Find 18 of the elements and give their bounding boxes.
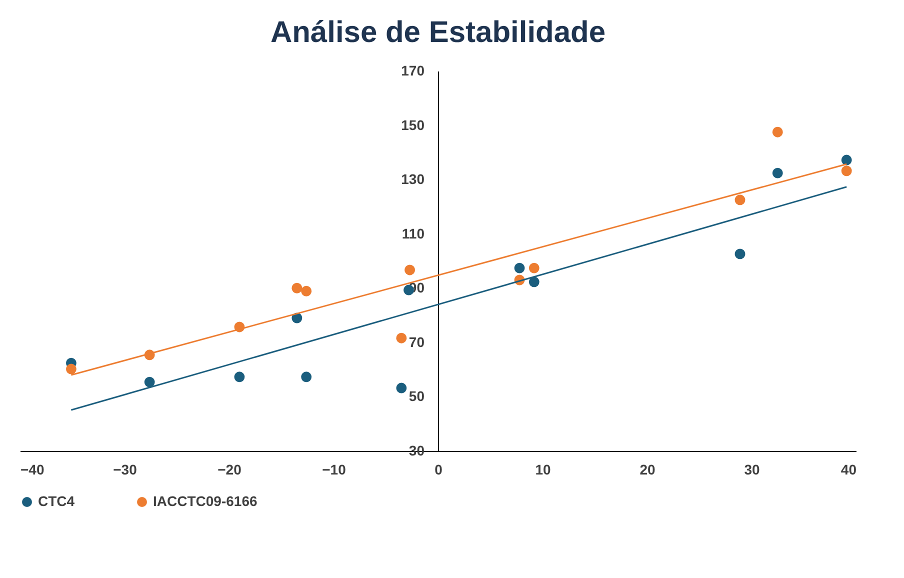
y-tick-label: 150: [401, 116, 425, 133]
x-tick-label: 30: [744, 462, 760, 478]
x-tick-label: −30: [113, 462, 138, 478]
x-tick-label: 10: [535, 462, 551, 478]
y-tick-label: 50: [408, 388, 425, 404]
y-tick-label: 170: [401, 62, 425, 78]
x-tick-label: 40: [840, 462, 857, 478]
x-tick-label: 0: [434, 462, 443, 478]
chart-title: Análise de Estabilidade: [270, 16, 606, 49]
y-tick-label: 70: [408, 334, 425, 350]
x-tick-label: −10: [322, 462, 346, 478]
y-tick-label: 130: [401, 171, 425, 188]
y-tick-label: 110: [402, 225, 425, 242]
x-tick-label: 20: [640, 462, 656, 478]
legend-label: CTC4: [38, 493, 75, 509]
x-tick-label: −40: [20, 462, 44, 478]
legend-label: IACCTC09-6166: [153, 493, 258, 509]
x-tick-label: −20: [218, 462, 242, 478]
